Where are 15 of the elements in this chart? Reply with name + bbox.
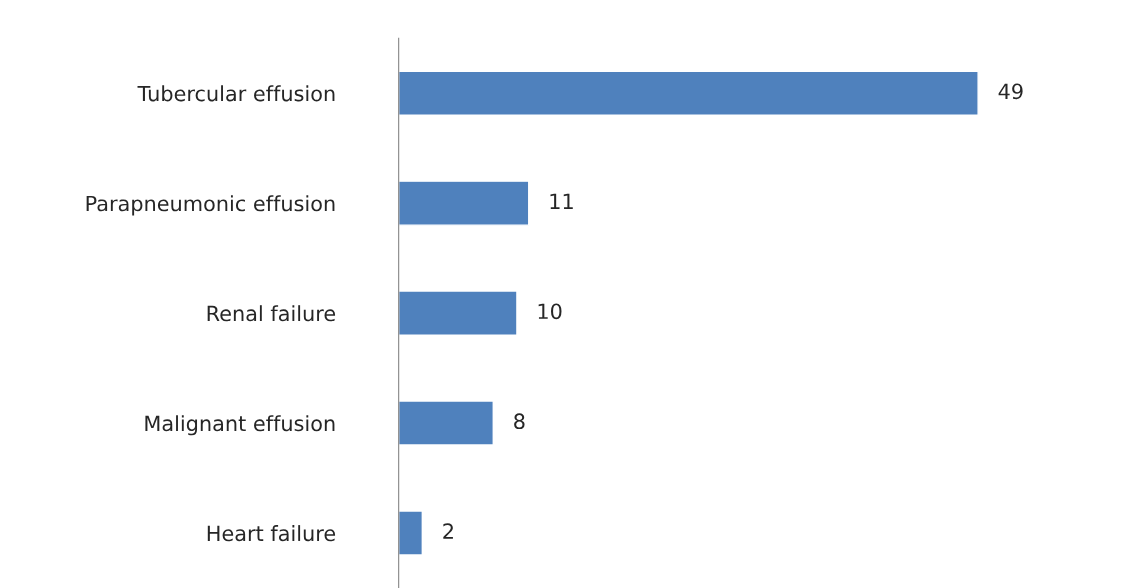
data-label: 11	[550, 193, 573, 209]
y-tick-label: Malignant effusion	[145, 415, 335, 436]
y-tick-label: Tubercular effusion	[137, 85, 335, 102]
y-tick-label: Renal failure	[207, 305, 336, 322]
bar	[398, 70, 979, 116]
bar	[398, 180, 530, 226]
bar	[398, 510, 424, 556]
y-tick-label: Parapneumonic effusion	[86, 195, 335, 216]
bar	[398, 290, 518, 336]
data-label: 2	[443, 523, 453, 539]
data-label: 8	[514, 413, 525, 430]
data-label: 10	[538, 303, 562, 320]
bar	[398, 400, 494, 446]
data-label: 49	[998, 83, 1023, 100]
y-tick-label: Heart failure	[207, 525, 336, 542]
